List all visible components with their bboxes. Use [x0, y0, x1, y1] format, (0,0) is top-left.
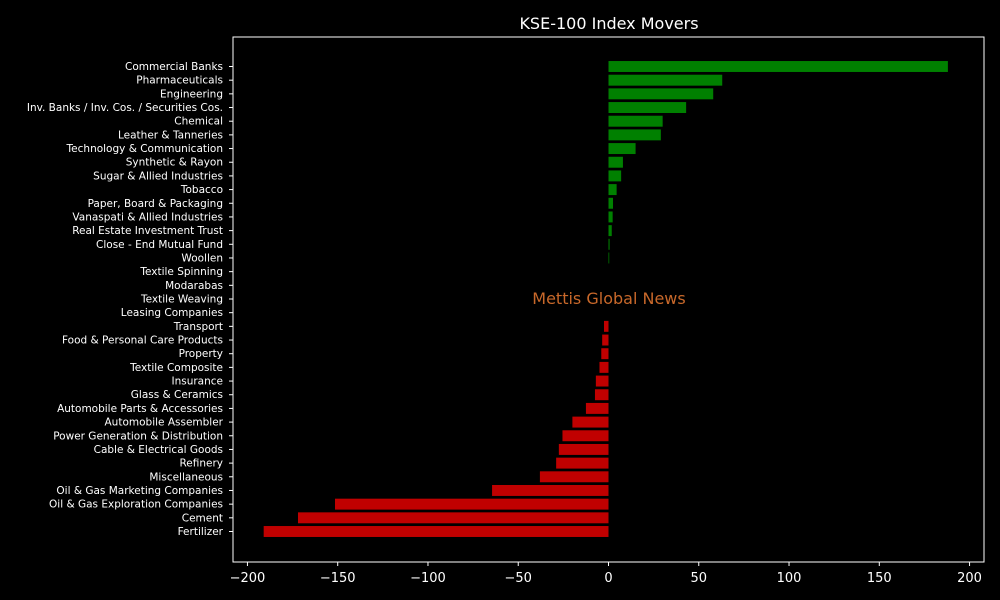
y-tick-label-19: Transport [173, 321, 223, 333]
bar-30 [539, 471, 609, 483]
y-tick-label-31: Oil & Gas Marketing Companies [56, 485, 223, 497]
x-tick-label-8: 200 [957, 571, 982, 586]
bar-4 [608, 115, 663, 127]
bar-33 [297, 512, 609, 524]
y-tick-label-27: Power Generation & Distribution [53, 430, 223, 442]
bar-0 [608, 61, 948, 72]
y-tick-label-26: Automobile Assembler [105, 417, 224, 429]
y-tick-label-28: Cable & Electrical Goods [94, 444, 223, 456]
bar-8 [608, 170, 622, 182]
y-tick-label-24: Glass & Ceramics [131, 389, 223, 401]
y-tick-label-29: Refinery [179, 458, 223, 470]
y-tick-label-20: Food & Personal Care Products [62, 335, 223, 347]
bar-27 [562, 430, 609, 442]
bar-10 [608, 197, 614, 209]
bar-24 [594, 389, 609, 401]
y-tick-label-12: Real Estate Investment Trust [72, 225, 223, 237]
bar-21 [601, 348, 609, 360]
y-tick-label-25: Automobile Parts & Accessories [57, 403, 223, 415]
bar-22 [599, 361, 609, 373]
bar-28 [558, 443, 609, 455]
y-tick-label-11: Vanaspati & Allied Industries [72, 211, 223, 223]
x-ticks: −200 −150 −100 −50 0 50 100 150 200 [230, 562, 982, 586]
y-tick-label-16: Modarabas [165, 280, 223, 292]
bar-34 [263, 526, 609, 537]
bar-20 [602, 334, 609, 346]
y-tick-label-17: Textile Weaving [140, 294, 223, 306]
y-tick-label-22: Textile Composite [129, 362, 223, 374]
bar-19 [603, 320, 609, 332]
y-tick-label-8: Sugar & Allied Industries [93, 170, 223, 182]
bar-32 [335, 498, 609, 510]
y-tick-label-6: Technology & Communication [66, 143, 223, 155]
bar-26 [572, 416, 609, 428]
bar-7 [608, 156, 623, 168]
bar-29 [556, 457, 609, 469]
y-tick-label-23: Insurance [171, 376, 223, 388]
bar-23 [595, 375, 609, 387]
bar-9 [608, 184, 617, 196]
y-tick-label-32: Oil & Gas Exploration Companies [49, 499, 223, 511]
y-tick-label-4: Chemical [174, 116, 223, 128]
y-tick-label-3: Inv. Banks / Inv. Cos. / Securities Cos. [27, 102, 223, 114]
bar-6 [608, 143, 636, 155]
bar-1 [608, 74, 723, 86]
bar-31 [492, 485, 609, 496]
y-tick-label-9: Tobacco [180, 184, 223, 196]
y-tick-label-18: Leasing Companies [121, 307, 223, 319]
y-tick-label-2: Engineering [160, 88, 223, 100]
x-tick-label-2: −100 [410, 571, 446, 586]
y-tick-label-30: Miscellaneous [149, 471, 223, 483]
x-tick-label-0: −200 [230, 571, 266, 586]
bar-13 [608, 238, 610, 250]
x-tick-label-6: 100 [777, 571, 802, 586]
y-tick-label-14: Woollen [181, 252, 223, 264]
x-tick-label-4: 0 [604, 571, 612, 586]
y-tick-label-15: Textile Spinning [139, 266, 223, 278]
y-tick-label-10: Paper, Board & Packaging [88, 198, 223, 210]
watermark: Mettis Global News [532, 289, 685, 308]
y-tick-label-0: Commercial Banks [125, 61, 223, 73]
y-tick-label-33: Cement [182, 512, 223, 524]
chart-title: KSE-100 Index Movers [519, 14, 698, 33]
bar-14 [608, 252, 610, 264]
y-tick-label-21: Property [179, 348, 223, 360]
x-tick-label-7: 150 [867, 571, 892, 586]
y-tick-label-13: Close - End Mutual Fund [96, 239, 223, 251]
y-tick-label-1: Pharmaceuticals [136, 75, 223, 87]
bar-5 [608, 129, 661, 141]
bar-11 [608, 211, 613, 223]
y-tick-label-7: Synthetic & Rayon [126, 157, 223, 169]
x-tick-label-5: 50 [690, 571, 707, 586]
x-tick-label-3: −50 [505, 571, 532, 586]
x-tick-label-1: −150 [320, 571, 356, 586]
bars-group [263, 61, 948, 537]
y-tick-label-5: Leather & Tanneries [118, 129, 223, 141]
bar-2 [608, 88, 714, 100]
y-tick-labels: Commercial Banks PharmaceuticalsEngineeri… [27, 61, 233, 538]
bar-12 [608, 225, 612, 237]
y-tick-label-34: Fertilizer [178, 526, 224, 538]
bar-3 [608, 102, 687, 113]
bar-25 [585, 402, 609, 414]
